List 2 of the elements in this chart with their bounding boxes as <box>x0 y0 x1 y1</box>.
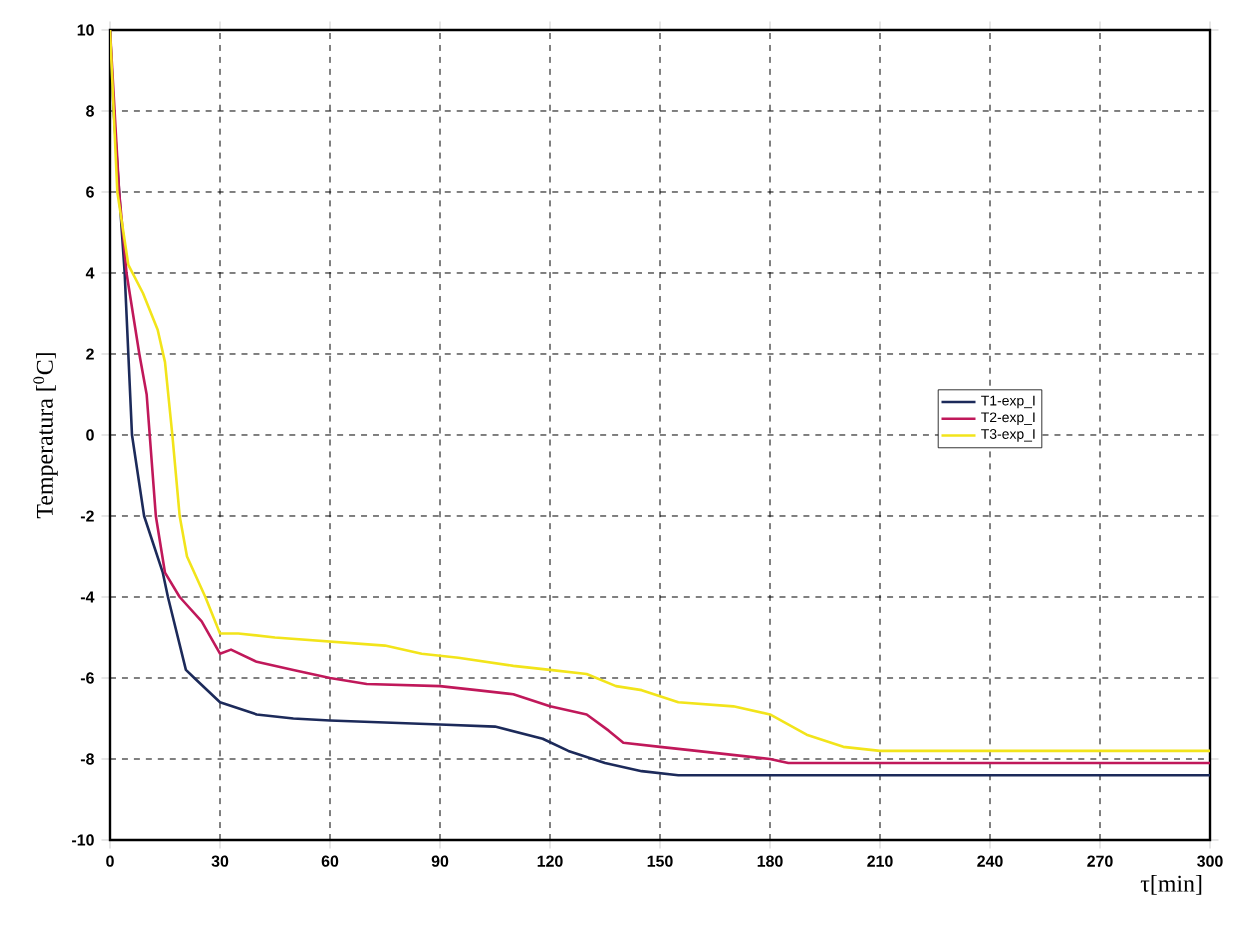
x-axis-title: τ[min] <box>1140 874 1202 895</box>
y-axis-title: Temperatura [$^{0}$C] <box>33 353 58 519</box>
